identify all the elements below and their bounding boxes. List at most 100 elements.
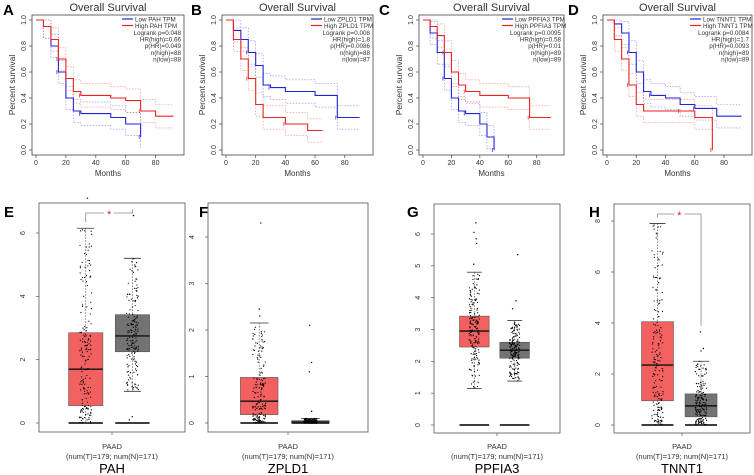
plot-frame (207, 202, 369, 433)
data-point (478, 332, 480, 334)
data-point (128, 331, 130, 333)
data-point (264, 382, 266, 384)
data-point (90, 230, 92, 232)
data-point (79, 422, 81, 424)
data-point (661, 423, 663, 426)
data-point (696, 400, 698, 402)
data-point (477, 364, 479, 366)
data-point (129, 329, 131, 331)
data-point (89, 276, 91, 278)
data-point (131, 323, 133, 326)
data-point (656, 421, 658, 423)
data-point (477, 342, 479, 345)
data-point (701, 406, 703, 408)
data-point (260, 384, 262, 386)
data-point (699, 394, 701, 397)
data-point (697, 423, 700, 425)
outlier-point (473, 231, 475, 234)
y-tick-label: 0.4 (21, 93, 28, 103)
data-point (79, 368, 81, 371)
data-point (129, 268, 131, 270)
data-point (513, 372, 516, 374)
data-point (518, 350, 520, 353)
data-point (703, 364, 705, 366)
data-point (705, 387, 708, 389)
data-point (252, 405, 254, 407)
data-point (475, 321, 477, 323)
data-point (477, 349, 480, 351)
data-point (702, 418, 704, 421)
data-point (136, 284, 138, 286)
data-point (254, 405, 256, 408)
data-point (90, 353, 92, 355)
data-point (254, 328, 256, 330)
data-point (702, 391, 705, 394)
data-point (261, 372, 264, 374)
data-point (137, 348, 139, 350)
data-point (86, 341, 88, 343)
data-point (660, 337, 662, 339)
x-tick-label: 60 (691, 160, 699, 167)
data-point (699, 411, 702, 413)
data-point (658, 406, 660, 409)
data-point (316, 418, 318, 420)
data-point (88, 269, 91, 272)
data-point (134, 280, 136, 282)
y-tick-label: 6 (20, 231, 27, 235)
data-point (261, 379, 263, 381)
data-point (90, 414, 92, 416)
data-point (258, 417, 260, 419)
data-point (652, 275, 655, 277)
data-point (126, 363, 128, 365)
data-point (126, 381, 128, 383)
data-point (253, 377, 255, 379)
data-point (656, 321, 658, 323)
data-point (472, 324, 474, 326)
data-point (133, 356, 135, 358)
data-point (517, 343, 519, 345)
data-point (131, 270, 133, 272)
data-point (257, 358, 259, 360)
data-point (87, 367, 89, 370)
x-tick-label: 40 (92, 160, 100, 167)
data-point (125, 382, 128, 384)
data-point (86, 344, 88, 346)
data-point (252, 390, 254, 393)
data-point (475, 352, 477, 355)
data-point (476, 356, 478, 359)
data-point (259, 421, 261, 423)
data-point (513, 342, 515, 344)
data-point (661, 368, 663, 370)
data-point (126, 343, 129, 345)
data-point (87, 265, 89, 267)
data-point (81, 371, 83, 373)
data-point (252, 353, 254, 356)
data-point (705, 412, 707, 415)
data-point (131, 342, 134, 344)
data-point (697, 409, 699, 411)
data-point (90, 412, 92, 415)
data-point (309, 418, 311, 420)
data-point (696, 385, 699, 388)
data-point (262, 347, 265, 349)
data-point (134, 363, 137, 365)
sample-counts: (num(T)=179; num(N)=171) (242, 452, 335, 461)
data-point (661, 420, 663, 422)
data-point (653, 254, 655, 256)
data-point (470, 320, 472, 322)
data-point (80, 347, 82, 349)
data-point (136, 290, 138, 292)
data-point (515, 351, 517, 353)
data-point (253, 396, 255, 399)
data-point (263, 421, 265, 423)
data-point (662, 370, 664, 372)
outlier-point (472, 386, 475, 388)
data-point (476, 312, 479, 314)
y-tick-label: 0.4 (408, 93, 415, 103)
data-point (513, 354, 515, 356)
data-point (263, 341, 265, 343)
data-point (256, 415, 258, 417)
data-point (258, 379, 260, 381)
data-point (655, 385, 658, 387)
data-point (85, 392, 87, 395)
